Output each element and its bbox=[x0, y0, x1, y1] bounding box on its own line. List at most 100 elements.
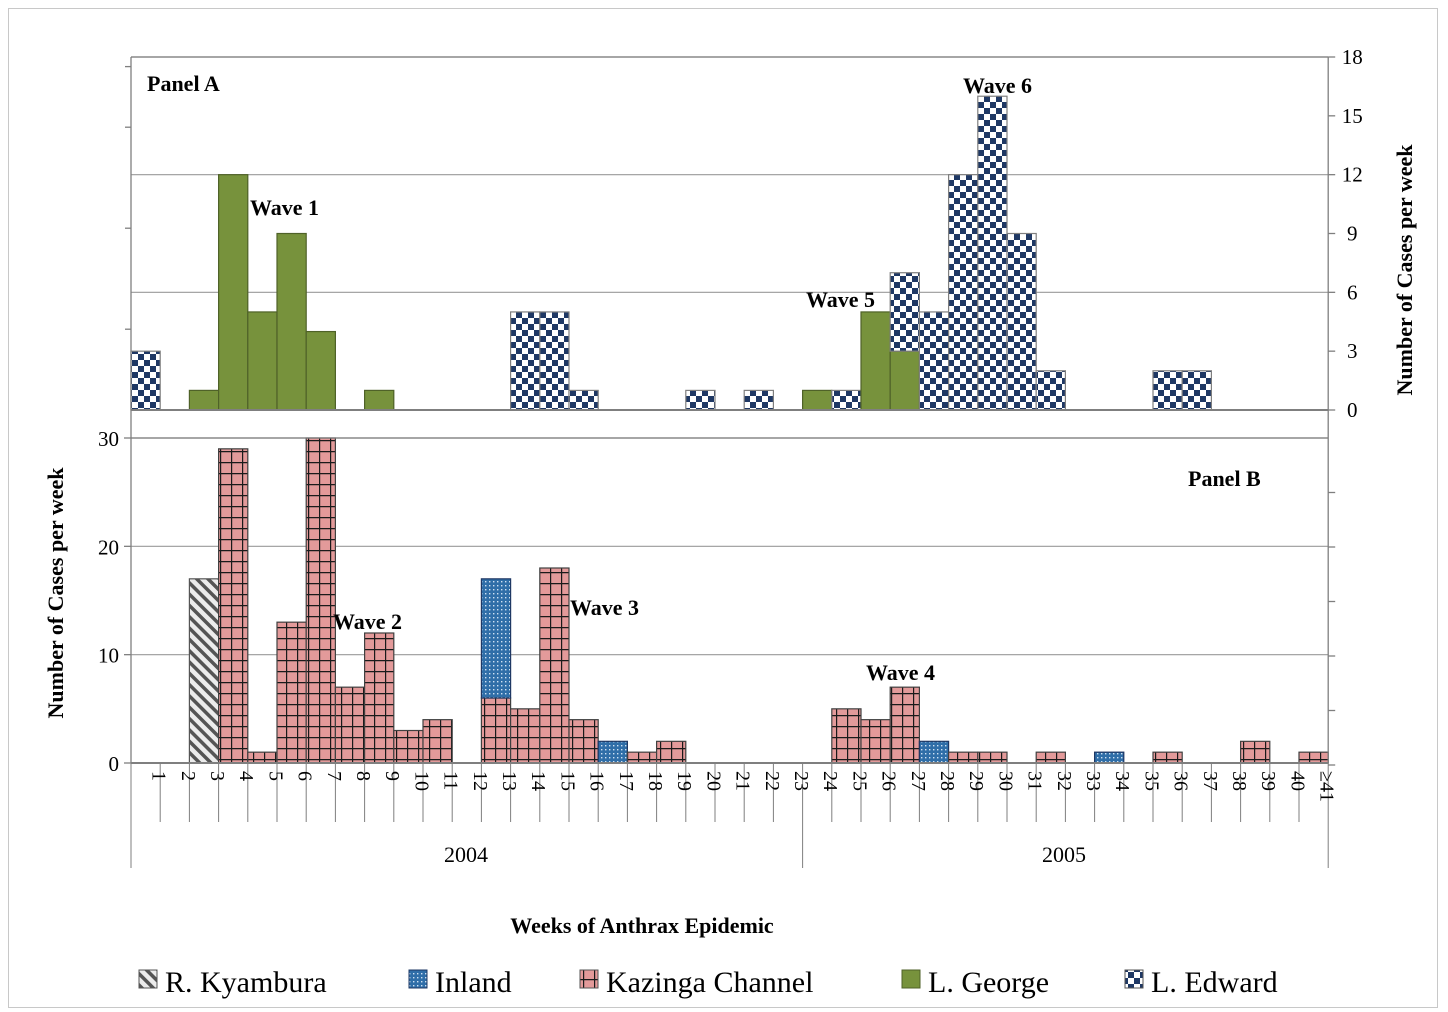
x-tick-label-week-30: 30 bbox=[994, 771, 1016, 791]
x-tick-label-week-29: 29 bbox=[965, 771, 987, 791]
x-tick-label-week-22: 22 bbox=[761, 771, 783, 791]
x-tick-label-week-7: 7 bbox=[323, 771, 345, 781]
legend-item-edward: L. Edward bbox=[1124, 966, 1278, 999]
x-tick-label-week-26: 26 bbox=[878, 771, 900, 791]
panel-b-bar-kazinga-week-29 bbox=[947, 751, 979, 764]
x-tick-label-week-16: 16 bbox=[586, 771, 608, 791]
year-label-2005: 2005 bbox=[1042, 842, 1086, 867]
panel-b-bar-kazinga-week-26 bbox=[860, 719, 891, 764]
panel-b-bar-kazinga-week-ge41 bbox=[1298, 751, 1329, 764]
wave-5-annotation: Wave 5 bbox=[806, 287, 875, 312]
panel-b-y-tick-label: 30 bbox=[98, 427, 119, 451]
x-axis-label: Weeks of Anthrax Epidemic bbox=[510, 913, 774, 938]
panel-b-bar-kazinga-week-19 bbox=[655, 740, 687, 764]
panel-b-y-axis-label: Number of Cases per week bbox=[43, 467, 68, 719]
x-tick-label-week-ge41: ≥41 bbox=[1316, 771, 1338, 802]
panel-b-bar-kyambura-week-3 bbox=[188, 578, 220, 764]
x-tick-label-week-18: 18 bbox=[644, 771, 666, 791]
wave-4-annotation: Wave 4 bbox=[866, 660, 935, 685]
panel-b-bar-kazinga-week-16 bbox=[568, 719, 599, 764]
x-tick-label-week-15: 15 bbox=[556, 771, 578, 791]
panel-a-bar-edward-week-32 bbox=[1035, 370, 1066, 411]
x-tick-label-week-19: 19 bbox=[673, 771, 695, 791]
x-tick-label-week-8: 8 bbox=[352, 771, 374, 781]
panel-b-bar-kazinga-week-36 bbox=[1152, 751, 1183, 764]
panel-b-bar-kazinga-week-5 bbox=[247, 751, 278, 764]
panel-a-bar-edward-week-14 bbox=[510, 311, 541, 411]
panel-a-bar-george-week-5 bbox=[247, 311, 278, 411]
panel-a-bar-george-week-7 bbox=[305, 330, 337, 411]
panel-a-bar-edward-week-31 bbox=[1006, 232, 1037, 411]
x-tick-label-week-14: 14 bbox=[527, 771, 549, 791]
panel-b-bar-kazinga-week-4 bbox=[218, 448, 249, 764]
panel-a-bar-edward-week-20 bbox=[685, 389, 716, 411]
panel-b-y-tick-label: 0 bbox=[109, 752, 120, 776]
x-tick-label-week-28: 28 bbox=[936, 771, 958, 791]
x-tick-label-week-35: 35 bbox=[1140, 771, 1162, 791]
legend-label-edward: L. Edward bbox=[1151, 966, 1278, 999]
legend-label-inland: Inland bbox=[435, 966, 512, 999]
panel-a-bar-edward-week-30 bbox=[977, 95, 1008, 411]
panel-a-bar-george-week-6 bbox=[276, 232, 307, 411]
panel-a-y-tick-label: 15 bbox=[1342, 104, 1363, 128]
year-label-2004: 2004 bbox=[444, 842, 488, 867]
panel-a-bar-edward-week-29 bbox=[947, 174, 979, 411]
x-tick-label-week-4: 4 bbox=[235, 771, 257, 781]
panel-a-bar-edward-week-25 bbox=[831, 389, 862, 411]
panel-b-bar-kazinga-week-6 bbox=[276, 621, 307, 764]
panel-a-gridlines bbox=[131, 56, 1329, 293]
x-tick-label-week-2: 2 bbox=[177, 771, 199, 781]
panel-b-title: Panel B bbox=[1188, 466, 1261, 491]
x-tick-label-week-33: 33 bbox=[1082, 771, 1104, 791]
x-tick-label-week-10: 10 bbox=[410, 771, 432, 791]
panel-a-bar-edward-week-15 bbox=[539, 311, 570, 411]
panel-b-bar-inland-week-13 bbox=[480, 578, 512, 699]
x-tick-label-week-37: 37 bbox=[1199, 771, 1221, 791]
x-tick-label-week-34: 34 bbox=[1111, 771, 1133, 791]
panel-b-bar-kazinga-week-30 bbox=[977, 751, 1008, 764]
x-tick-label-week-3: 3 bbox=[206, 771, 228, 781]
legend-item-kyambura: R. Kyambura bbox=[138, 966, 327, 999]
panel-b-bar-kazinga-week-39 bbox=[1239, 740, 1271, 764]
x-tick-label-week-36: 36 bbox=[1170, 771, 1192, 791]
panel-b-y-tick-label: 20 bbox=[98, 535, 119, 559]
panel-b-bar-kazinga-week-27 bbox=[889, 686, 921, 764]
panel-b-bar-inland-week-34 bbox=[1093, 751, 1125, 764]
panel-a-bar-edward-week-16 bbox=[568, 389, 599, 411]
panel-a-bar-edward-week-22 bbox=[743, 389, 775, 411]
panel-a-bar-george-week-4 bbox=[218, 174, 249, 411]
panel-b-bar-kazinga-week-10 bbox=[393, 729, 424, 764]
panel-a-bar-edward-week-27 bbox=[889, 272, 921, 352]
panel-a-bar-edward-week-36 bbox=[1152, 370, 1183, 411]
panel-a-bar-george-week-26 bbox=[860, 311, 891, 411]
panel-b-bar-kazinga-week-11 bbox=[422, 719, 453, 764]
x-tick-label-week-21: 21 bbox=[732, 771, 754, 791]
legend-label-george: L. George bbox=[928, 966, 1049, 999]
x-tick-label-week-24: 24 bbox=[819, 771, 841, 791]
legend-item-kazinga: Kazinga Channel bbox=[579, 966, 813, 999]
panel-b-bar-kazinga-week-18 bbox=[626, 751, 658, 764]
panel-a-bar-edward-week-37 bbox=[1181, 370, 1212, 411]
panel-a-bar-edward-week-1 bbox=[130, 350, 161, 411]
legend-item-george: L. George bbox=[901, 966, 1049, 999]
panel-b-bar-inland-week-17 bbox=[597, 740, 629, 764]
x-tick-label-week-17: 17 bbox=[615, 771, 637, 791]
panel-a-y-tick-label: 3 bbox=[1347, 339, 1358, 363]
x-tick-label-week-13: 13 bbox=[498, 771, 520, 791]
x-tick-label-week-9: 9 bbox=[381, 771, 403, 781]
panel-a-bars bbox=[130, 95, 1212, 411]
chart-axes bbox=[124, 56, 1336, 868]
x-tick-label-week-6: 6 bbox=[294, 771, 316, 781]
panel-a-y-axis-label: Number of Cases per week bbox=[1392, 144, 1417, 396]
legend-label-kazinga: Kazinga Channel bbox=[606, 966, 813, 999]
panel-b-bar-kazinga-week-32 bbox=[1035, 751, 1066, 764]
panel-b-bar-kazinga-week-15 bbox=[539, 567, 570, 764]
x-tick-label-week-39: 39 bbox=[1257, 771, 1279, 791]
legend-item-inland: Inland bbox=[408, 966, 512, 999]
panel-b-bar-kazinga-week-14 bbox=[510, 708, 541, 764]
panel-b-bar-kazinga-week-13 bbox=[480, 697, 512, 764]
x-tick-label-week-27: 27 bbox=[907, 771, 929, 791]
panel-b-bar-inland-week-28 bbox=[918, 740, 950, 764]
